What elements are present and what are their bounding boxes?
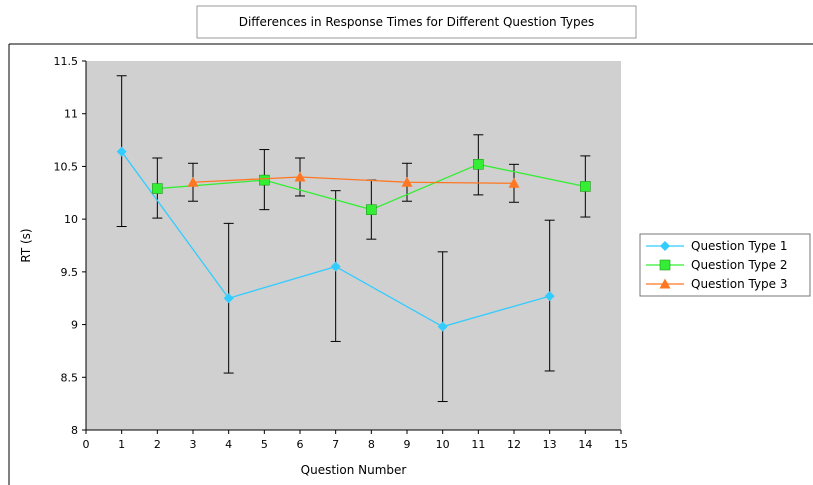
data-point: [259, 174, 270, 186]
data-point: [187, 176, 199, 187]
chart-title: Differences in Response Times for Differ…: [239, 15, 595, 29]
data-point: [223, 293, 234, 304]
x-tick-label: 11: [471, 438, 485, 451]
data-point: [330, 261, 341, 272]
axes: 0 1 2 3 4 5 6 7 8 9 10 11 12 13 14 1588.599.51010.51111…: [54, 55, 629, 451]
legend-label: Question Type 2: [691, 258, 788, 272]
data-point: [116, 146, 127, 157]
data-point: [437, 321, 448, 332]
x-tick-label: 13: [543, 438, 557, 451]
y-tick-label: 9: [71, 319, 78, 332]
x-tick-label: 5: [261, 438, 268, 451]
legend-marker: [660, 241, 670, 251]
data-point: [580, 181, 591, 192]
legend-label: Question Type 3: [691, 277, 788, 291]
x-tick-label: 12: [507, 438, 521, 451]
x-tick-label: 3: [190, 438, 197, 451]
y-tick-label: 8: [71, 424, 78, 437]
x-tick-label: 1: [118, 438, 125, 451]
y-tick-label: 9.5: [61, 266, 79, 279]
y-tick-label: 11: [64, 108, 78, 121]
data-point: [473, 159, 484, 170]
legend-marker: [659, 259, 671, 271]
chart-title-box: [196, 5, 637, 39]
y-tick-label: 10: [64, 213, 78, 226]
series-layer: [116, 75, 591, 403]
x-tick-label: 8: [368, 438, 375, 451]
data-point: [508, 177, 520, 188]
legend: Question Type 1 Question Type 2 Question T…: [639, 233, 811, 297]
x-tick-label: 7: [332, 438, 339, 451]
series-3: [187, 171, 520, 188]
legend-marker: [659, 278, 671, 289]
x-tick-label: 10: [436, 438, 450, 451]
x-tick-label: 15: [614, 438, 628, 451]
y-tick-label: 11.5: [54, 55, 79, 68]
x-tick-label: 2: [154, 438, 161, 451]
series-line: [192, 176, 515, 184]
y-tick-label: 8.5: [61, 371, 79, 384]
data-point: [401, 176, 413, 187]
x-tick-label: 4: [225, 438, 232, 451]
x-tick-label: 0: [83, 438, 90, 451]
x-tick-label: 14: [578, 438, 592, 451]
series-1: [116, 146, 555, 332]
x-tick-label: 9: [404, 438, 411, 451]
series-2: [152, 159, 591, 215]
x-tick-label: 6: [297, 438, 304, 451]
y-axis-title: RT (s): [19, 228, 33, 262]
legend-label: Question Type 1: [691, 239, 788, 253]
data-point: [544, 291, 555, 302]
data-point: [366, 204, 377, 215]
data-point: [152, 183, 163, 194]
data-point: [294, 171, 306, 182]
plot-area: [86, 61, 621, 430]
y-tick-label: 10.5: [54, 160, 79, 173]
x-axis-title: Question Number: [301, 463, 407, 477]
